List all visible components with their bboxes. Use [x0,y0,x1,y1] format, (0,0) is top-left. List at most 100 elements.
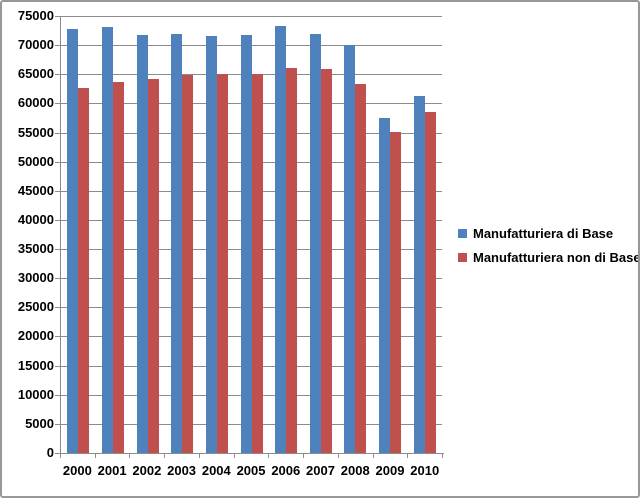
y-tick-label: 30000 [17,270,54,285]
bar [309,34,321,453]
y-tick-label: 75000 [17,8,54,23]
bar [101,27,113,453]
y-tick-mark [55,453,60,454]
bar [240,35,252,453]
y-tick-label: 50000 [17,154,54,169]
bar [136,35,148,453]
y-tick-mark [55,133,60,134]
bar-group-2000 [61,16,96,453]
y-tick-mark [55,16,60,17]
y-tick-mark [55,307,60,308]
legend-item: Manufatturiera di Base [458,225,638,241]
bar-group-2004 [200,16,235,453]
y-tick-mark [55,103,60,104]
y-tick-mark [55,366,60,367]
x-tick-label: 2007 [306,463,335,478]
bar [379,118,391,453]
bar-group-2002 [130,16,165,453]
x-tick-label: 2003 [167,463,197,478]
x-tick-label: 2010 [410,463,440,478]
x-axis-labels: 2000 2001 2002 2003 2004 2005 2006 2007 2008 2009… [60,463,442,479]
x-tick-mark [199,453,200,458]
x-tick-label: 2008 [340,463,370,478]
y-tick-label: 40000 [17,212,54,227]
y-tick-label: 20000 [17,328,54,343]
bar [67,29,79,453]
x-tick-mark [164,453,165,458]
bar [78,88,90,453]
legend-label: Manufatturiera di Base [473,225,614,241]
plot-area [61,16,442,453]
y-tick-label: 45000 [17,183,54,198]
y-tick-label: 65000 [17,66,54,81]
bar-group-2003 [165,16,200,453]
y-axis-line [60,16,61,454]
bar-group-2001 [96,16,131,453]
y-tick-label: 15000 [17,358,54,373]
x-tick-mark [338,453,339,458]
y-tick-label: 60000 [17,95,54,110]
x-tick-mark [268,453,269,458]
bar [171,34,183,453]
bar [355,84,367,453]
x-axis-line [60,453,444,454]
bar [413,96,425,453]
x-tick-mark [234,453,235,458]
x-tick-mark [129,453,130,458]
x-tick-mark [60,453,61,458]
x-tick-label: 2009 [375,463,405,478]
legend-label: Manufatturiera non di Base [473,249,640,265]
bar [390,132,402,453]
legend-swatch-series-0 [458,228,467,238]
x-tick-label: 2004 [201,463,231,478]
x-tick-label: 2005 [236,463,266,478]
bar-group-2009 [373,16,408,453]
legend-swatch-series-1 [458,252,467,262]
y-tick-mark [55,191,60,192]
y-tick-mark [55,424,60,425]
y-tick-mark [55,336,60,337]
legend-item: Manufatturiera non di Base [458,249,640,265]
y-tick-mark [55,249,60,250]
x-tick-label: 2001 [97,463,127,478]
y-tick-label: 5000 [25,416,54,431]
y-tick-label: 70000 [17,37,54,52]
x-tick-mark [373,453,374,458]
legend: Manufatturiera di Base Manufatturiera no… [458,225,640,273]
x-tick-mark [303,453,304,458]
bar [286,68,298,453]
x-tick-label: 2000 [62,463,92,478]
bar-group-2007 [303,16,338,453]
x-tick-mark [407,453,408,458]
bar [251,74,263,453]
bar [344,45,356,453]
bar [216,74,228,453]
bar-group-2008 [338,16,373,453]
x-tick-label: 2006 [271,463,301,478]
gridline [60,16,442,17]
y-tick-label: 55000 [17,125,54,140]
bar-group-2006 [269,16,304,453]
y-tick-mark [55,162,60,163]
bar [205,36,217,453]
bar [424,112,436,453]
y-tick-mark [55,278,60,279]
bar [147,79,159,453]
x-tick-label: 2002 [132,463,162,478]
bar-group-2010 [407,16,442,453]
bar [112,82,124,453]
bar [320,69,332,453]
y-tick-mark [55,74,60,75]
y-tick-mark [55,220,60,221]
y-tick-label: 10000 [17,387,54,402]
x-tick-mark [442,453,443,458]
bar [275,26,287,453]
y-tick-mark [55,395,60,396]
y-tick-label: 0 [46,445,54,460]
y-tick-label: 25000 [17,299,54,314]
x-tick-mark [95,453,96,458]
y-tick-label: 35000 [17,241,54,256]
bar-group-2005 [234,16,269,453]
bar [182,75,194,453]
